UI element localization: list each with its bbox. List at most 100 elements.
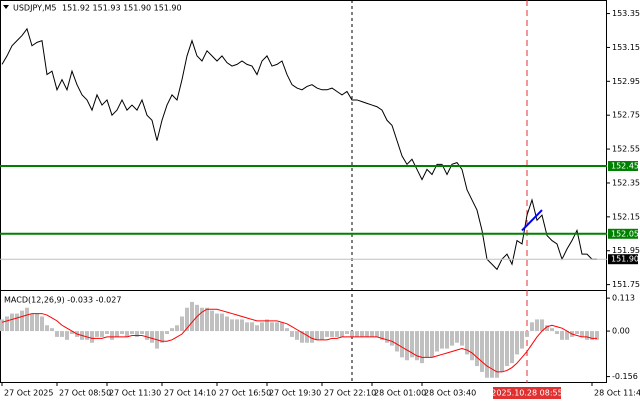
macd-bar bbox=[400, 331, 404, 358]
macd-bar bbox=[280, 322, 284, 332]
macd-bar bbox=[150, 331, 154, 343]
x-tick-label: 27 Oct 11:30 bbox=[109, 389, 161, 398]
y-tick-label: 0.113 bbox=[612, 294, 635, 303]
plot-frame bbox=[0, 0, 607, 383]
macd-bar bbox=[0, 319, 4, 332]
macd-title: MACD(12,26,9) -0.033 -0.027 bbox=[4, 296, 121, 305]
macd-bar bbox=[525, 331, 529, 337]
level-label-box bbox=[608, 228, 638, 239]
macd-bar bbox=[345, 331, 349, 334]
macd-bar bbox=[505, 331, 509, 367]
macd-bar bbox=[85, 331, 89, 340]
macd-bar bbox=[235, 319, 239, 332]
level-label: 152.45 bbox=[611, 162, 639, 171]
macd-bar bbox=[595, 331, 599, 340]
y-tick-label: 153.15 bbox=[612, 43, 640, 52]
macd-bar bbox=[140, 331, 144, 334]
macd-bar bbox=[15, 313, 19, 332]
macd-bar bbox=[115, 331, 119, 337]
macd-bar bbox=[495, 331, 499, 378]
macd-bar bbox=[450, 331, 454, 346]
macd-bar bbox=[315, 331, 319, 340]
signal-line bbox=[1, 308, 597, 373]
x-tick-label: 27 Oct 08:50 bbox=[59, 389, 111, 398]
menu-arrow bbox=[3, 5, 9, 9]
macd-bar bbox=[95, 331, 99, 337]
macd-bar bbox=[540, 319, 544, 332]
macd-bar bbox=[245, 322, 249, 332]
cursor-label: 2025.10.28 08:55 bbox=[491, 389, 562, 398]
macd-bar bbox=[485, 331, 489, 378]
y-tick-label: 152.55 bbox=[612, 145, 640, 154]
macd-bar bbox=[375, 331, 379, 337]
x-tick-label: 27 Oct 14:10 bbox=[164, 389, 216, 398]
y-tick-label: 152.15 bbox=[612, 212, 640, 221]
macd-bar bbox=[460, 331, 464, 346]
x-tick-label: 28 Oct 11:40 bbox=[594, 389, 640, 398]
y-tick-label: -0.156 bbox=[612, 372, 638, 381]
macd-bar bbox=[385, 331, 389, 343]
macd-bar bbox=[185, 307, 189, 332]
macd-bar bbox=[310, 331, 314, 343]
macd-bar bbox=[100, 331, 104, 337]
macd-bar bbox=[565, 331, 569, 340]
macd-bar bbox=[330, 331, 334, 337]
macd-bar bbox=[560, 331, 564, 340]
macd-bar bbox=[440, 331, 444, 349]
macd-bar bbox=[90, 331, 94, 343]
macd-bar bbox=[160, 331, 164, 343]
macd-bar bbox=[320, 331, 324, 340]
macd-bar bbox=[590, 331, 594, 340]
macd-bar bbox=[250, 322, 254, 332]
macd-bar bbox=[585, 331, 589, 340]
macd-bar bbox=[535, 319, 539, 332]
y-tick-label: 152.75 bbox=[612, 111, 640, 120]
macd-bar bbox=[325, 331, 329, 337]
current-price-box bbox=[608, 254, 638, 265]
macd-bar bbox=[20, 310, 24, 332]
macd-bar bbox=[180, 316, 184, 332]
y-tick-label: 153.35 bbox=[612, 9, 640, 18]
macd-bar bbox=[50, 328, 54, 332]
macd-bar bbox=[350, 331, 354, 337]
macd-bar bbox=[530, 322, 534, 332]
price-line bbox=[1, 27, 597, 271]
macd-bar bbox=[255, 325, 259, 332]
macd-bar bbox=[145, 331, 149, 340]
quote: 151.92 151.93 151.90 151.90 bbox=[62, 4, 182, 13]
macd-bar bbox=[305, 331, 309, 343]
macd-bar bbox=[580, 331, 584, 337]
macd-bar bbox=[475, 331, 479, 367]
x-tick-label: 27 Oct 16:50 bbox=[219, 389, 271, 398]
y-tick-label: 0.00 bbox=[612, 327, 630, 336]
macd-bar bbox=[65, 331, 69, 340]
chart-title: USDJPY,M5 bbox=[13, 4, 57, 13]
macd-bar bbox=[360, 331, 364, 337]
macd-bar bbox=[520, 331, 524, 349]
macd-bar bbox=[550, 328, 554, 332]
macd-bar bbox=[340, 331, 344, 337]
macd-bar bbox=[210, 310, 214, 332]
macd-bar bbox=[515, 331, 519, 355]
y-tick-label: 152.95 bbox=[612, 77, 640, 86]
macd-bar bbox=[170, 328, 174, 332]
macd-bar bbox=[220, 313, 224, 332]
macd-bar bbox=[135, 331, 139, 337]
y-tick-label: 151.75 bbox=[612, 280, 640, 289]
macd-bar bbox=[480, 331, 484, 372]
trend-line bbox=[521, 209, 543, 232]
cursor-label-box bbox=[493, 387, 561, 399]
macd-bar bbox=[230, 319, 234, 332]
macd-bar bbox=[265, 319, 269, 332]
macd-bar bbox=[490, 331, 494, 378]
macd-bar bbox=[365, 331, 369, 337]
macd-bar bbox=[395, 331, 399, 352]
macd-bar bbox=[405, 331, 409, 361]
macd-bar bbox=[60, 331, 64, 337]
macd-bar bbox=[410, 331, 414, 358]
macd-bar bbox=[445, 331, 449, 349]
macd-bar bbox=[190, 301, 194, 332]
macd-bar bbox=[40, 316, 44, 332]
x-tick-label: 27 Oct 2025 bbox=[4, 389, 53, 398]
